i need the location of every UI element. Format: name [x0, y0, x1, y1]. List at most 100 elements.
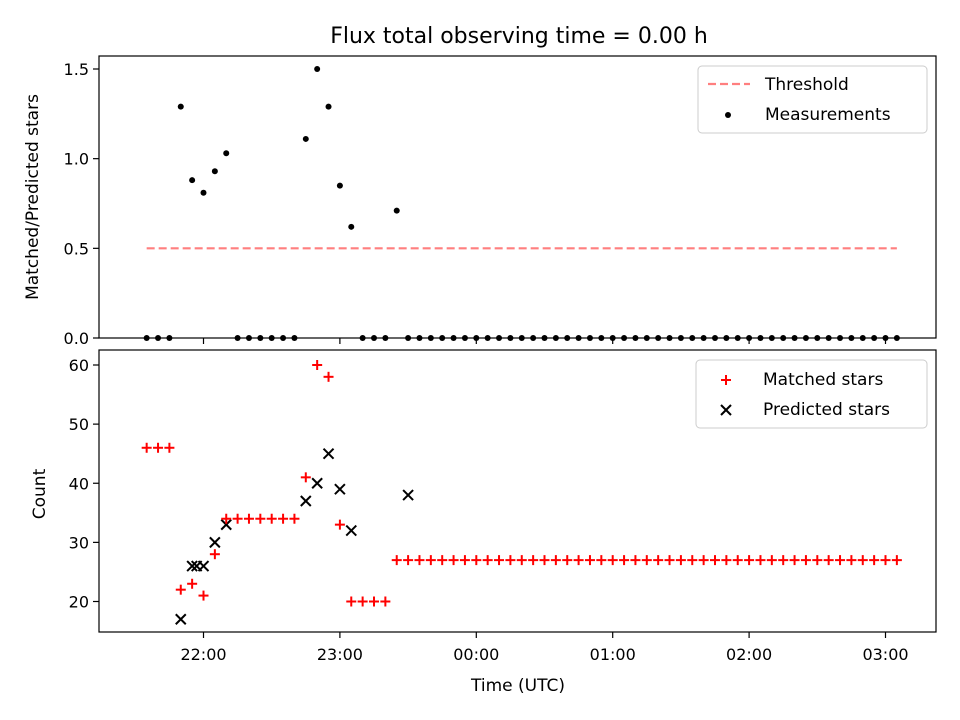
bottom-legend: Matched stars Predicted stars [695, 359, 928, 429]
measurement-point [507, 335, 514, 341]
matched-stars-point [619, 555, 630, 566]
matched-stars-point [300, 472, 311, 483]
top-legend: Threshold Measurements [697, 65, 928, 134]
matched-stars-point [323, 371, 334, 382]
matched-stars-point [516, 555, 527, 566]
measurement-point [746, 335, 753, 341]
matched-stars-point [243, 513, 254, 524]
bottom-y-axis: 20 30 40 50 60 [69, 356, 99, 612]
measurement-point [393, 207, 400, 214]
measurement-point [552, 335, 559, 341]
measurement-point [700, 335, 707, 341]
matched-stars-point [255, 513, 266, 524]
measurements-legend-swatch [725, 112, 731, 118]
top-y-axis: 0.0 0.5 1.0 1.5 [64, 60, 99, 348]
matched-stars-point [755, 555, 766, 566]
measurement-point [666, 335, 673, 341]
measurement-point [689, 335, 696, 341]
measurement-point [382, 335, 389, 341]
measurement-point [530, 335, 537, 341]
bottom-y-axis-label: Count [30, 468, 50, 519]
matched-stars-point [539, 555, 550, 566]
matched-legend-marker [721, 375, 731, 385]
star-count-panel: 20 30 40 50 60 22:00 23:00 00:00 01:00 02:00 03:0… [30, 349, 937, 696]
measurement-point [791, 335, 798, 341]
matched-stars-point [505, 555, 516, 566]
matched-stars-point [800, 555, 811, 566]
matched-stars-point [209, 549, 220, 560]
matched-stars-point [687, 555, 698, 566]
measurement-point [825, 335, 832, 341]
measurement-point [621, 335, 628, 341]
measurement-point [405, 335, 412, 341]
predicted-stars-point [345, 524, 357, 537]
matched-stars-point [766, 555, 777, 566]
matched-stars-point [391, 555, 402, 566]
matched-stars-point [198, 590, 209, 601]
measurement-point [575, 335, 582, 341]
measurement-point [314, 66, 321, 72]
matched-stars-point [278, 513, 289, 524]
matched-stars-point [380, 596, 391, 607]
measurement-point [427, 335, 434, 341]
measurement-point [234, 335, 241, 341]
matched-stars-point [891, 555, 902, 566]
matched-stars-point [369, 596, 379, 607]
matched-stars-point [221, 513, 232, 524]
matched-stars-point [550, 555, 561, 566]
matched-stars-point [289, 513, 300, 524]
matched-stars-point [437, 555, 448, 566]
measurement-point [768, 335, 775, 341]
matched-stars-point [403, 555, 414, 566]
matched-stars-point [482, 555, 493, 566]
matched-stars-point [675, 555, 686, 566]
flux-ratio-panel: 0.0 0.5 1.0 1.5 Matched/Predicted stars Thr… [23, 55, 937, 348]
measurement-point [484, 335, 491, 341]
measurements-legend-label: Measurements [765, 105, 891, 125]
top-y-axis-label: Matched/Predicted stars [23, 94, 43, 300]
matched-stars-point [334, 519, 345, 530]
measurement-point [336, 182, 343, 189]
bottom-y-tick-label: 30 [69, 533, 89, 552]
predicted-stars-point [209, 536, 221, 549]
measurement-point [348, 223, 355, 230]
measurement-point [211, 168, 218, 175]
predicted-stars-point [186, 560, 198, 572]
x-tick-label: 23:00 [317, 645, 363, 664]
x-tick-label: 02:00 [726, 645, 772, 664]
matched-legend-swatch [721, 375, 731, 385]
measurement-point [189, 177, 196, 184]
measurement-point [496, 335, 503, 341]
matched-stars-point [744, 555, 755, 566]
predicted-stars-point [220, 518, 232, 531]
measurement-point [439, 335, 446, 341]
matched-stars-point [175, 584, 186, 595]
predicted-stars-point [311, 477, 323, 489]
matched-stars-point [414, 555, 425, 566]
measurement-point [416, 335, 423, 341]
matched-stars-point [584, 555, 595, 566]
measurement-point [837, 335, 844, 341]
bottom-y-tick-label: 50 [69, 415, 89, 434]
matched-stars-point [607, 555, 618, 566]
measurement-point [802, 335, 809, 341]
matched-stars-point [448, 555, 459, 566]
measurement-point [450, 335, 457, 341]
measurement-point [268, 335, 275, 341]
predicted-stars-point [300, 495, 312, 507]
measurement-point [291, 335, 298, 341]
predicted-legend-marker [720, 404, 732, 416]
threshold-legend-label: Threshold [764, 75, 849, 95]
matched-stars-point [232, 513, 243, 524]
measurement-point [871, 335, 878, 341]
measurement-point [723, 335, 730, 341]
measurement-point [302, 135, 309, 142]
x-tick-label: 03:00 [862, 645, 908, 664]
measurement-point [712, 335, 718, 341]
measurement-point [882, 335, 889, 341]
matched-stars-point [823, 555, 834, 566]
matched-stars-point [141, 442, 152, 453]
measurement-point [757, 335, 764, 341]
measurement-point [223, 150, 230, 157]
